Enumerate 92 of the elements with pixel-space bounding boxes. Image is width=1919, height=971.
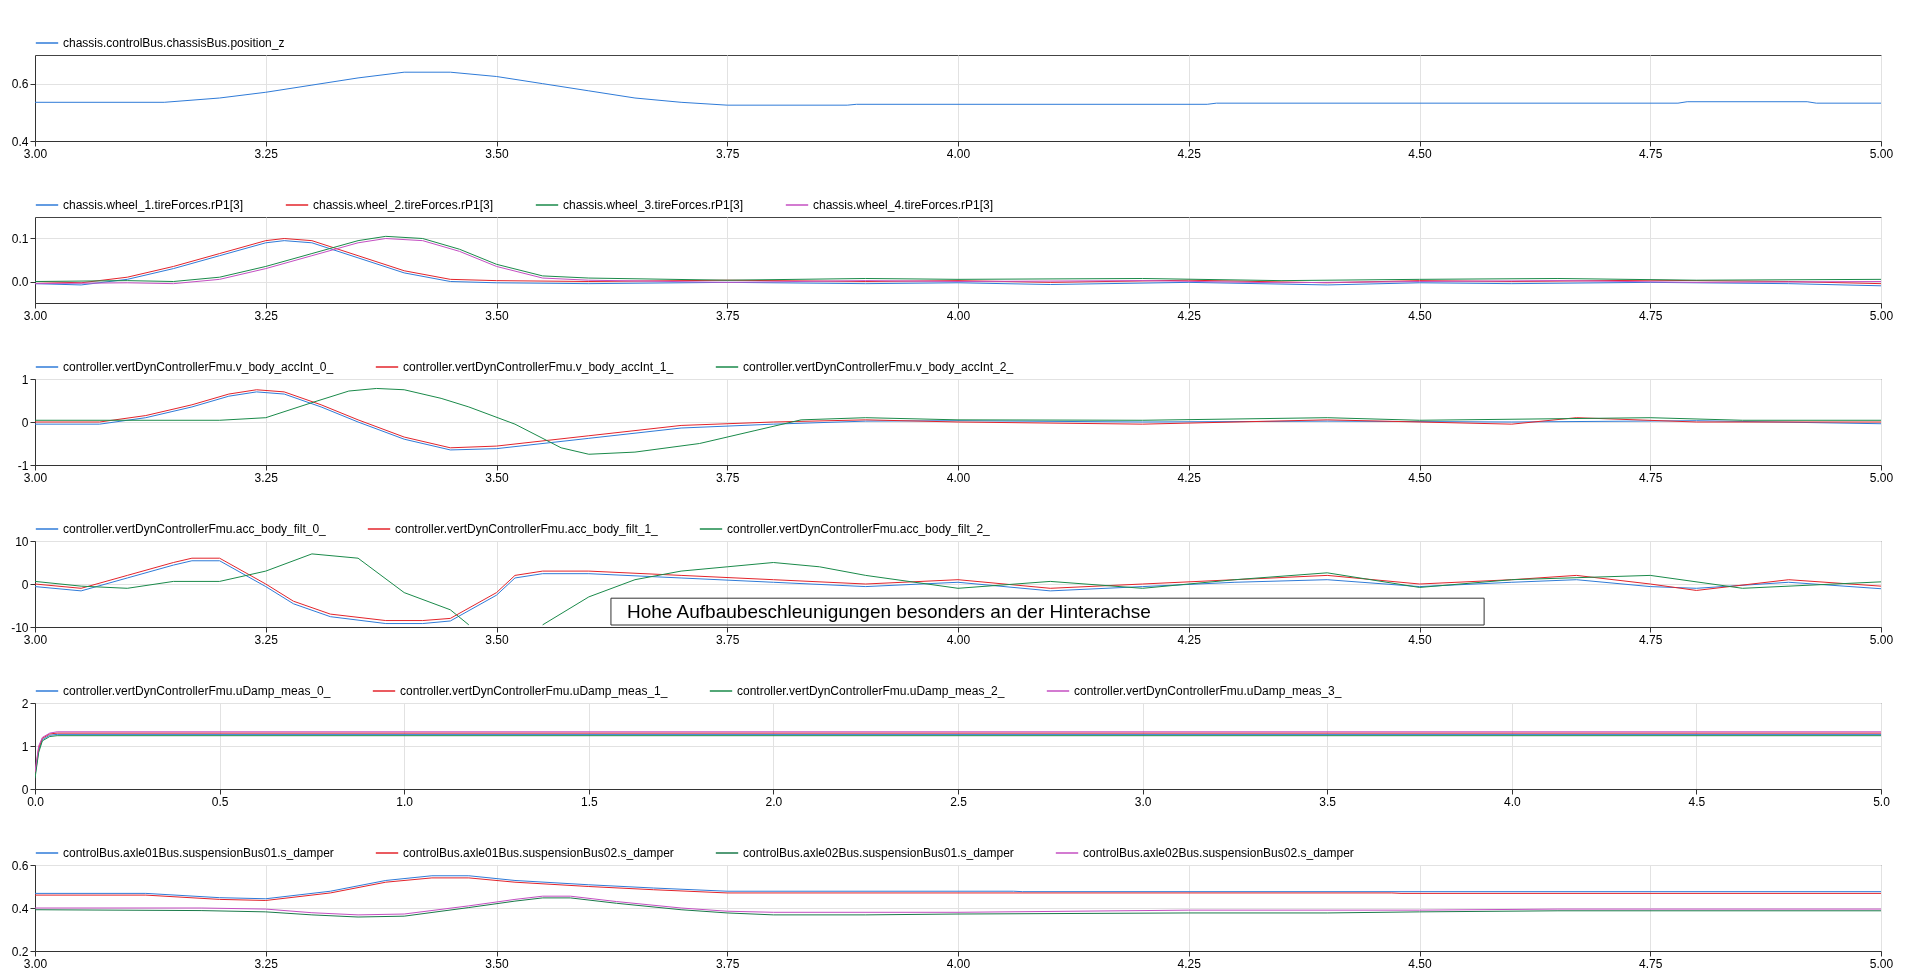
x-tick-label: 5.00 <box>1869 956 1894 971</box>
x-tick-label: 3.25 <box>254 956 279 971</box>
x-tick-label: 3.00 <box>23 470 48 485</box>
x-tick-label: 3.25 <box>254 308 279 323</box>
legend-label: controlBus.axle01Bus.suspensionBus01.s_damper <box>63 846 334 860</box>
y-tick-label: 2 <box>21 696 29 711</box>
legend-label: controller.vertDynControllerFmu.uDamp_meas_1_ <box>400 684 668 698</box>
legend-label: chassis.controlBus.chassisBus.position_z <box>63 36 285 50</box>
y-tick-label: 0.1 <box>11 232 29 246</box>
x-tick-label: 4.75 <box>1639 308 1663 323</box>
x-tick-label: 3.50 <box>485 956 509 971</box>
x-tick-label: 4.25 <box>1177 632 1202 647</box>
x-tick-label: 3.50 <box>485 470 509 485</box>
x-tick-label: 4.50 <box>1408 146 1432 161</box>
x-tick-label: 3.00 <box>23 146 48 161</box>
legend-label: controller.vertDynControllerFmu.uDamp_meas_3_ <box>1074 684 1342 698</box>
y-tick-label: 0.6 <box>11 77 29 92</box>
legend-label: controlBus.axle02Bus.suspensionBus02.s_damper <box>1083 846 1354 860</box>
line-series <box>35 71 1881 106</box>
x-tick-label: 4.25 <box>1177 308 1202 323</box>
x-tick-label: 5.00 <box>1869 308 1894 323</box>
x-tick-label: 3.0 <box>1134 794 1152 809</box>
legend-label: controller.vertDynControllerFmu.uDamp_meas_2_ <box>737 684 1005 698</box>
annotation: Hohe Aufbaubeschleunigungen besonders an der Hinterachse <box>626 600 1151 622</box>
x-tick-label: 4.5 <box>1688 794 1706 809</box>
legend-label: chassis.wheel_1.tireForces.rP1[3] <box>63 198 244 212</box>
x-tick-label: 3.25 <box>254 470 279 485</box>
y-tick-label: 0 <box>21 577 29 592</box>
x-tick-label: 4.50 <box>1408 956 1432 971</box>
x-tick-label: 4.75 <box>1639 470 1663 485</box>
x-tick-label: 4.0 <box>1503 794 1521 809</box>
legend-label: chassis.wheel_2.tireForces.rP1[3] <box>313 198 494 212</box>
y-tick-label: 0 <box>21 415 29 430</box>
x-tick-label: 3.50 <box>485 308 509 323</box>
y-tick-label: 0.2 <box>11 944 29 959</box>
y-tick-label: -10 <box>11 620 29 635</box>
legend-label: controller.vertDynControllerFmu.acc_body_filt_2_ <box>727 522 991 536</box>
x-tick-label: 3.00 <box>23 632 48 647</box>
x-tick-label: 4.00 <box>946 956 971 971</box>
x-tick-label: 3.00 <box>23 956 48 971</box>
x-tick-label: 5.0 <box>1873 794 1891 809</box>
x-tick-label: 4.00 <box>946 470 971 485</box>
x-tick-label: 4.50 <box>1408 632 1432 647</box>
x-tick-label: 2.0 <box>765 794 783 809</box>
x-tick-label: 5.00 <box>1869 632 1894 647</box>
x-tick-label: 4.50 <box>1408 470 1432 485</box>
x-tick-label: 4.50 <box>1408 308 1432 323</box>
x-tick-label: 3.5 <box>1319 794 1337 809</box>
x-tick-label: 2.5 <box>950 794 968 809</box>
x-tick-label: 4.25 <box>1177 956 1202 971</box>
y-tick-label: 1 <box>21 739 29 754</box>
x-tick-label: 1.5 <box>580 794 598 809</box>
x-tick-label: 3.00 <box>23 308 48 323</box>
y-tick-label: -1 <box>17 458 29 473</box>
legend-label: controlBus.axle02Bus.suspensionBus01.s_damper <box>743 846 1014 860</box>
x-tick-label: 3.50 <box>485 632 509 647</box>
y-tick-label: 0 <box>21 782 29 797</box>
y-tick-label: 10 <box>15 534 29 549</box>
x-tick-label: 4.25 <box>1177 146 1202 161</box>
x-tick-label: 4.25 <box>1177 470 1202 485</box>
x-tick-label: 3.50 <box>485 146 509 161</box>
legend-label: controller.vertDynControllerFmu.uDamp_meas_0_ <box>63 684 331 698</box>
legend-label: controller.vertDynControllerFmu.v_body_accInt_1_ <box>403 360 674 374</box>
x-tick-label: 4.00 <box>946 146 971 161</box>
x-tick-label: 3.25 <box>254 146 279 161</box>
x-tick-label: 4.75 <box>1639 632 1663 647</box>
legend-label: controller.vertDynControllerFmu.acc_body_filt_0_ <box>63 522 327 536</box>
y-tick-label: 0.0 <box>11 275 29 289</box>
x-tick-label: 3.75 <box>716 956 740 971</box>
legend-label: controller.vertDynControllerFmu.v_body_accInt_2_ <box>743 360 1014 374</box>
legend-label: chassis.wheel_3.tireForces.rP1[3] <box>563 198 744 212</box>
legend-label: controller.vertDynControllerFmu.v_body_accInt_0_ <box>63 360 334 374</box>
x-tick-label: 1.0 <box>396 794 414 809</box>
x-tick-label: 4.75 <box>1639 956 1663 971</box>
x-tick-label: 0.5 <box>211 794 229 809</box>
x-tick-label: 4.00 <box>946 632 971 647</box>
x-tick-label: 3.75 <box>716 308 740 323</box>
y-tick-label: 0.4 <box>11 134 29 149</box>
x-tick-label: 5.00 <box>1869 146 1894 161</box>
x-tick-label: 4.75 <box>1639 146 1663 161</box>
y-tick-label: 1 <box>21 372 29 387</box>
x-tick-label: 5.00 <box>1869 470 1894 485</box>
legend-label: controller.vertDynControllerFmu.acc_body_filt_1_ <box>395 522 659 536</box>
legend-label: controlBus.axle01Bus.suspensionBus02.s_damper <box>403 846 674 860</box>
x-tick-label: 3.75 <box>716 146 740 161</box>
legend-label: chassis.wheel_4.tireForces.rP1[3] <box>813 198 994 212</box>
x-tick-label: 4.00 <box>946 308 971 323</box>
x-tick-label: 3.25 <box>254 632 279 647</box>
x-tick-label: 3.75 <box>716 632 740 647</box>
x-tick-label: 3.75 <box>716 470 740 485</box>
y-tick-label: 0.6 <box>11 858 29 873</box>
y-tick-label: 0.4 <box>11 901 29 916</box>
